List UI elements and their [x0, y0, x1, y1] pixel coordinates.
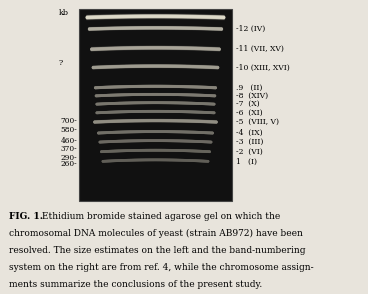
Text: system on the right are from ref. 4, while the chromosome assign-: system on the right are from ref. 4, whi… [9, 263, 314, 272]
Text: 580-: 580- [60, 126, 77, 134]
Text: -8  (XIV): -8 (XIV) [236, 92, 268, 100]
Text: -4  (IX): -4 (IX) [236, 129, 263, 137]
Text: -6  (XI): -6 (XI) [236, 109, 263, 117]
Text: ?: ? [59, 59, 63, 67]
Text: 460-: 460- [60, 137, 77, 145]
Text: chromosomal DNA molecules of yeast (strain AB972) have been: chromosomal DNA molecules of yeast (stra… [9, 229, 303, 238]
Text: kb: kb [59, 9, 69, 17]
Text: ments summarize the conclusions of the present study.: ments summarize the conclusions of the p… [9, 280, 262, 289]
Text: -11 (VII, XV): -11 (VII, XV) [236, 45, 284, 53]
Text: .9   (II): .9 (II) [236, 84, 263, 92]
Text: Ethidium bromide stained agarose gel on which the: Ethidium bromide stained agarose gel on … [39, 212, 281, 221]
Text: -5  (VIII, V): -5 (VIII, V) [236, 118, 279, 126]
Bar [79, 9, 232, 201]
Text: -2  (VI): -2 (VI) [236, 148, 263, 156]
Text: -7  (X): -7 (X) [236, 100, 260, 108]
Text: 260-: 260- [61, 161, 77, 168]
Text: -12 (IV): -12 (IV) [236, 25, 265, 33]
Text: 1   (I): 1 (I) [236, 157, 257, 165]
Text: resolved. The size estimates on the left and the band-numbering: resolved. The size estimates on the left… [9, 246, 306, 255]
Text: 370-: 370- [61, 145, 77, 153]
Text: 700-: 700- [60, 118, 77, 126]
Text: 290-: 290- [61, 154, 77, 162]
Text: -3  (III): -3 (III) [236, 138, 263, 146]
Text: -10 (XIII, XVI): -10 (XIII, XVI) [236, 64, 290, 71]
Text: FIG. 1.: FIG. 1. [9, 212, 43, 221]
